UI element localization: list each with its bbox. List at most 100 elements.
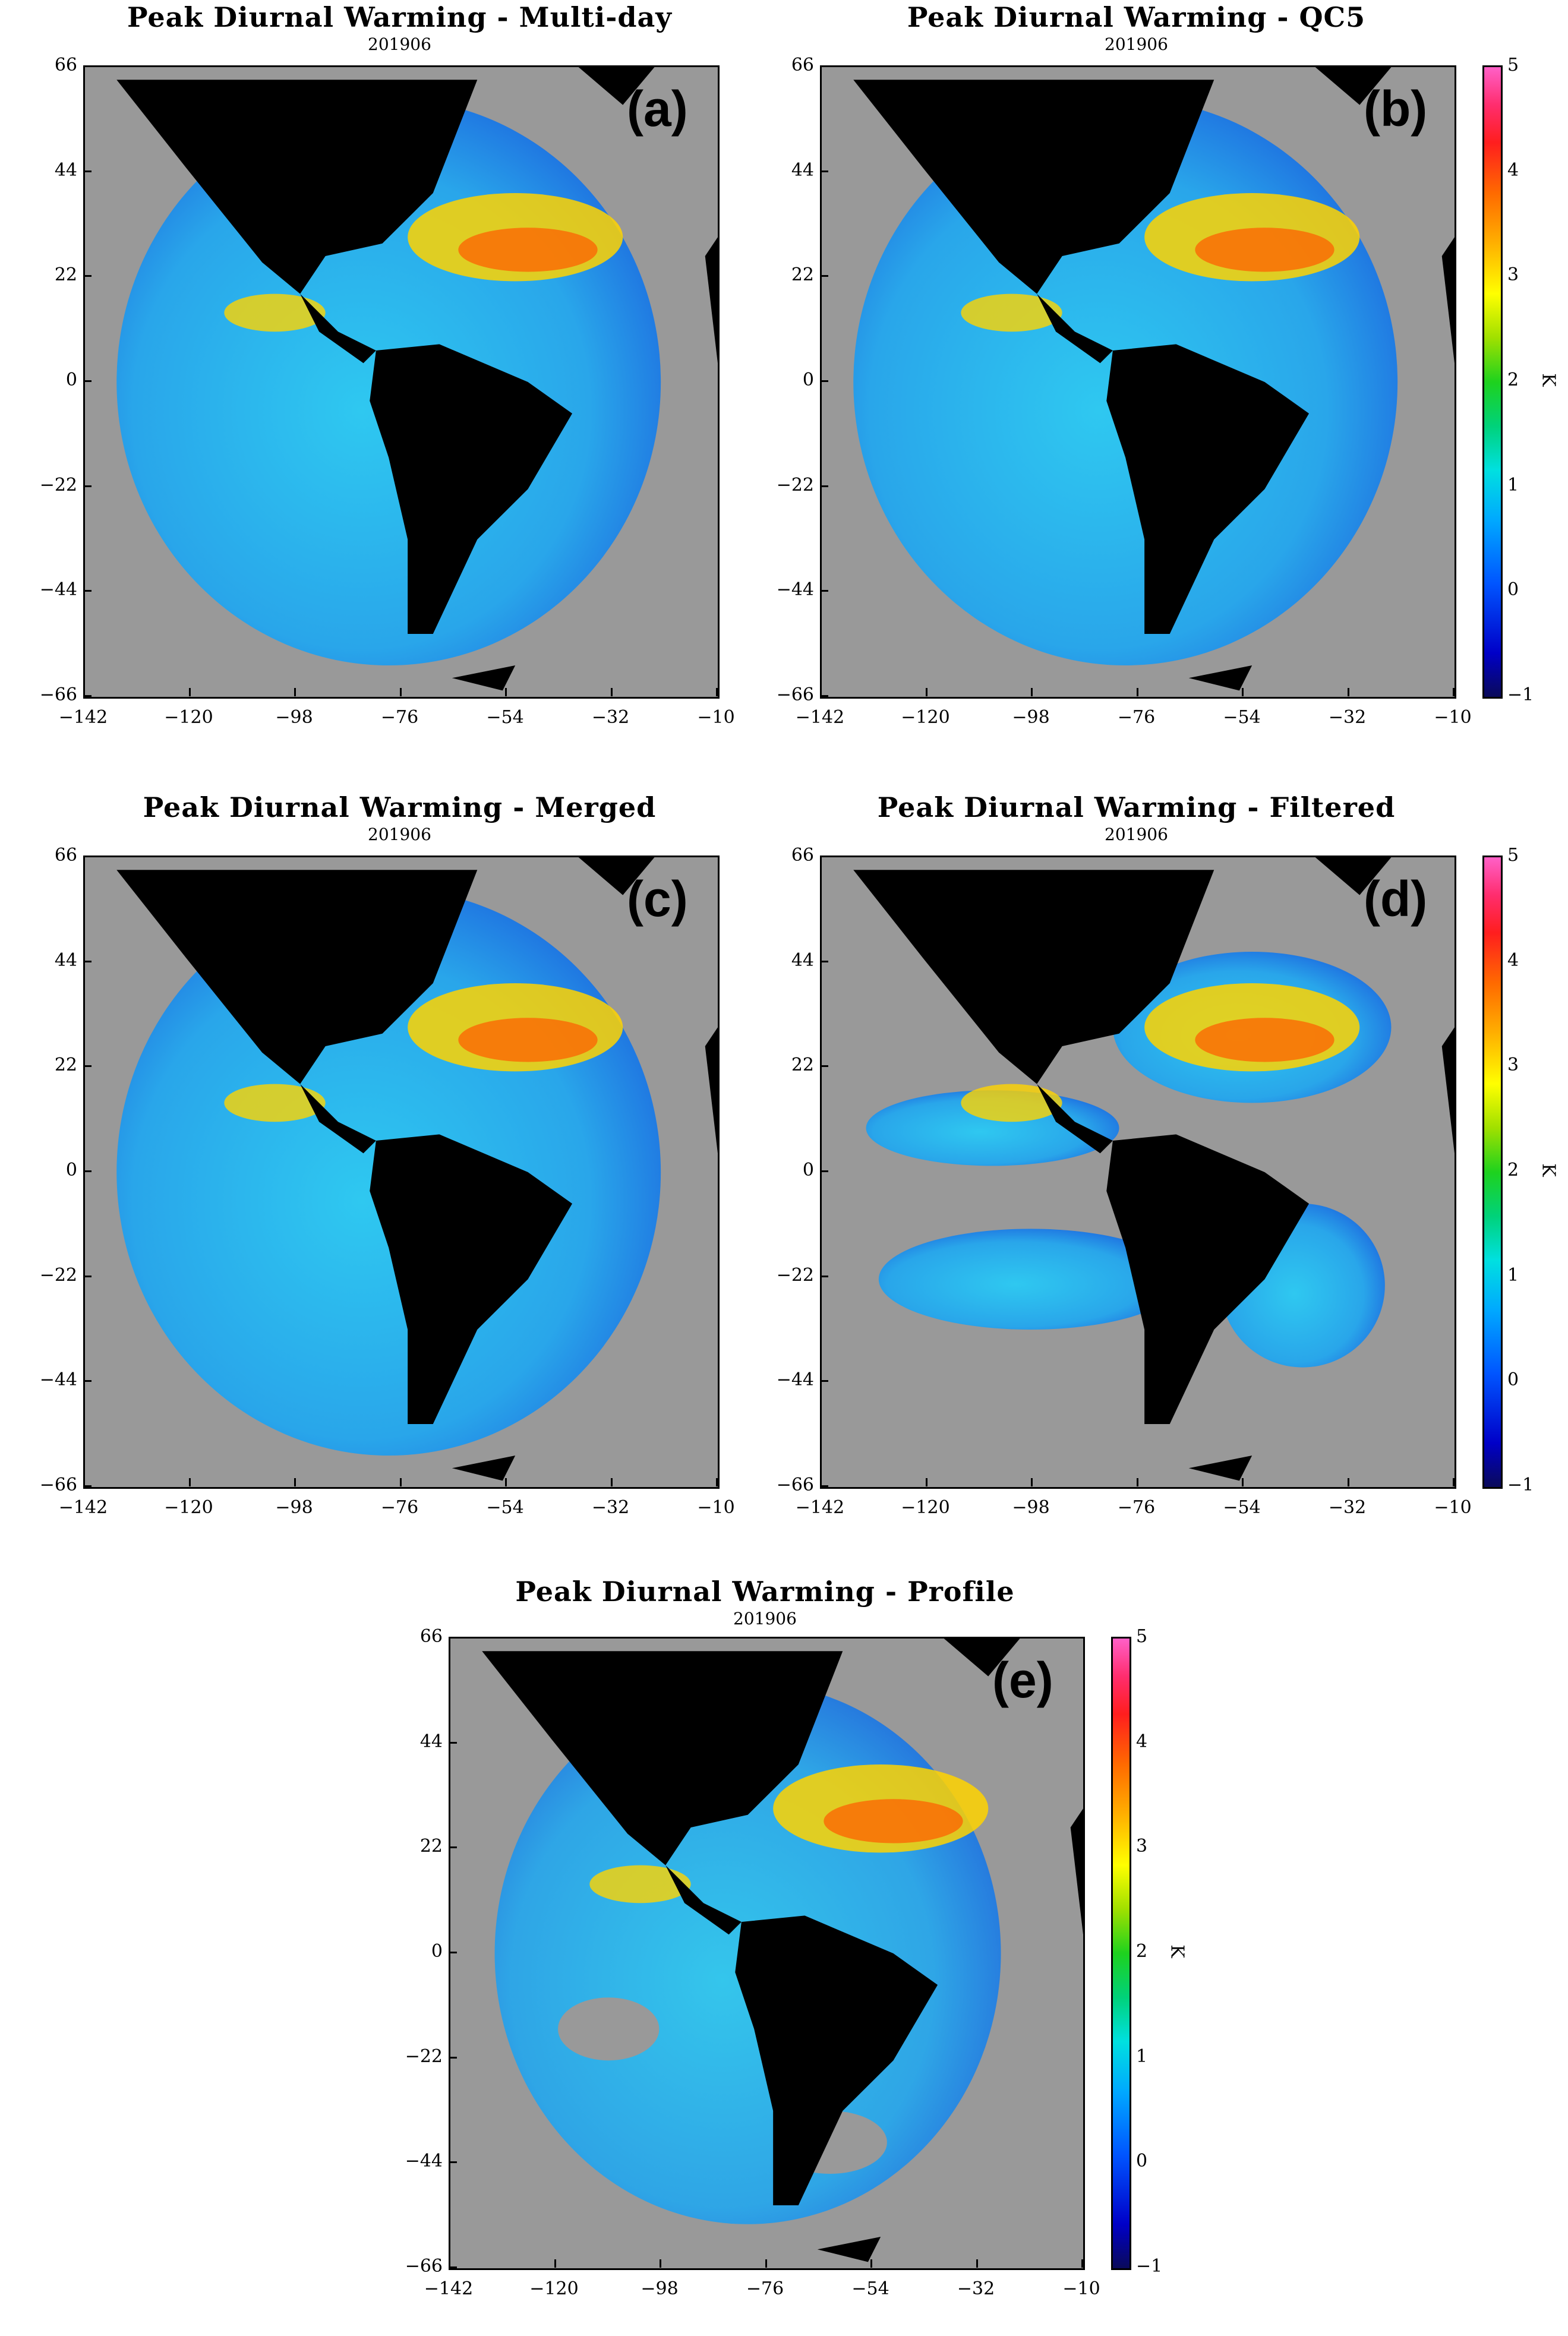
panel-title: Peak Diurnal Warming - QC5 — [907, 1, 1366, 33]
central-america-landmass — [665, 1865, 742, 1935]
y-tick-label: 44 — [791, 949, 814, 971]
map-frame — [83, 65, 720, 699]
y-tick-mark — [820, 1170, 828, 1172]
x-tick-label: −76 — [380, 707, 419, 728]
x-tick-mark — [83, 1478, 85, 1486]
y-tick-label: −44 — [39, 579, 77, 601]
x-tick-mark — [1347, 1478, 1349, 1486]
x-tick-label: −142 — [795, 1497, 845, 1518]
north-america-landmass — [116, 870, 478, 1084]
x-tick-mark — [716, 688, 718, 696]
y-tick-label: −22 — [776, 1264, 814, 1286]
panel-letter: (a) — [627, 81, 688, 137]
x-tick-label: −76 — [1117, 707, 1156, 728]
north-america-landmass — [116, 80, 478, 294]
colorbar-tick-label: 2 — [1507, 1160, 1519, 1180]
x-tick-label: −98 — [275, 1497, 313, 1518]
x-tick-label: −54 — [486, 1497, 524, 1518]
y-tick-label: 66 — [791, 55, 814, 75]
colorbar-tick-label: 0 — [1507, 579, 1519, 601]
y-tick-mark — [449, 1741, 457, 1744]
x-tick-mark — [188, 688, 191, 696]
central-america-landmass — [300, 1084, 376, 1154]
antarctic-landmass — [1188, 1456, 1252, 1481]
x-tick-label: −32 — [1328, 1497, 1367, 1518]
x-tick-mark — [716, 1478, 718, 1486]
x-tick-mark — [925, 688, 927, 696]
x-tick-label: −98 — [641, 2278, 679, 2299]
colorbar-tick-label: 4 — [1136, 1731, 1148, 1752]
x-tick-mark — [294, 1478, 296, 1486]
greenland-landmass — [1315, 857, 1392, 895]
y-tick-label: 0 — [802, 370, 814, 390]
x-tick-mark — [976, 2259, 978, 2268]
colorbar-unit: K — [1538, 373, 1559, 387]
x-tick-mark — [399, 1478, 402, 1486]
y-tick-label: 22 — [54, 1055, 77, 1076]
x-tick-mark — [1031, 1478, 1033, 1486]
x-tick-label: −76 — [746, 2278, 784, 2299]
x-tick-mark — [505, 688, 507, 696]
y-tick-mark — [83, 1380, 92, 1382]
map-frame — [820, 65, 1456, 699]
x-tick-mark — [1136, 1478, 1138, 1486]
map-image — [116, 857, 718, 1481]
x-tick-label: −10 — [1434, 1497, 1472, 1518]
x-tick-label: −98 — [1012, 1497, 1050, 1518]
greenland-landmass — [1315, 67, 1392, 105]
x-tick-label: −98 — [1012, 707, 1050, 728]
north-america-landmass — [853, 80, 1214, 294]
map-image — [116, 67, 718, 691]
y-tick-label: 66 — [54, 845, 77, 866]
x-tick-label: −32 — [1328, 707, 1367, 728]
y-tick-mark — [83, 1485, 92, 1487]
missing-patch — [558, 1997, 660, 2061]
warm-region-eastern-pacific — [589, 1865, 691, 1903]
x-tick-mark — [83, 688, 85, 696]
panel-title: Peak Diurnal Warming - Multi-day — [127, 1, 673, 33]
y-tick-mark — [83, 960, 92, 962]
x-tick-mark — [1453, 688, 1455, 696]
panel-subtitle: 201906 — [1105, 825, 1168, 844]
x-tick-label: −54 — [1223, 1497, 1261, 1518]
south-america-landmass — [370, 344, 573, 634]
y-tick-label: 22 — [419, 1836, 443, 1857]
x-tick-mark — [505, 1478, 507, 1486]
y-tick-label: 44 — [791, 159, 814, 181]
y-tick-mark — [820, 856, 828, 857]
south-america-landmass — [1106, 1134, 1310, 1424]
antarctic-landmass — [452, 665, 516, 691]
africa-landmass — [1441, 1027, 1455, 1154]
ocean-patch — [878, 1229, 1183, 1330]
map-image — [853, 67, 1455, 691]
colorbar-tick-label: 3 — [1507, 264, 1519, 286]
y-tick-mark — [449, 2056, 457, 2059]
colorbar-tick-label: 3 — [1136, 1836, 1148, 1857]
panel-subtitle: 201906 — [368, 34, 431, 54]
x-tick-label: −54 — [486, 707, 524, 728]
peak-region-north-atlantic — [1195, 1018, 1334, 1062]
y-tick-mark — [820, 695, 828, 697]
y-tick-label: 44 — [419, 1731, 443, 1752]
x-tick-mark — [820, 688, 822, 696]
y-tick-mark — [449, 1846, 457, 1849]
south-america-landmass — [1106, 344, 1310, 634]
warm-region-eastern-pacific — [224, 1084, 326, 1122]
y-tick-mark — [83, 1275, 92, 1277]
y-tick-mark — [449, 2161, 457, 2164]
y-tick-mark — [83, 1170, 92, 1172]
x-tick-mark — [610, 1478, 613, 1486]
x-tick-mark — [1453, 1478, 1455, 1486]
x-tick-label: −98 — [275, 707, 313, 728]
x-tick-mark — [1081, 2259, 1083, 2268]
africa-landmass — [705, 237, 718, 364]
x-tick-label: −32 — [957, 2278, 995, 2299]
y-tick-label: −22 — [39, 474, 77, 495]
y-tick-mark — [820, 275, 828, 277]
south-america-landmass — [735, 1915, 938, 2205]
warm-region-eastern-pacific — [224, 293, 326, 332]
y-tick-mark — [83, 590, 92, 592]
x-tick-mark — [820, 1478, 822, 1486]
x-tick-mark — [294, 688, 296, 696]
y-tick-label: −44 — [776, 579, 814, 601]
